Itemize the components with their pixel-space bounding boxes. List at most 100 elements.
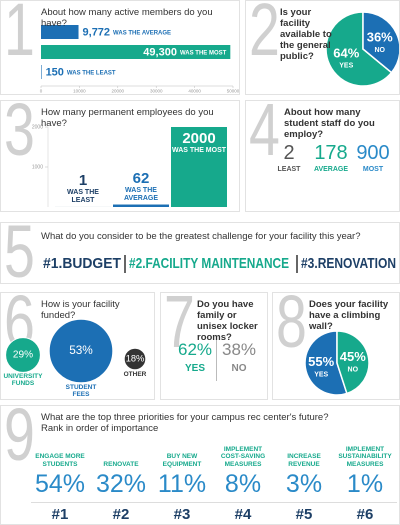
question: About how many student staff do you empl… (284, 107, 375, 140)
answer-category: YES (184, 363, 205, 374)
answer-category: NO (231, 363, 247, 374)
priority-rank: #3 (173, 506, 191, 523)
question-block: How is your facility funded? (41, 299, 153, 321)
bar-label: 150 WAS THE LEAST (46, 66, 116, 78)
bubble (5, 337, 41, 373)
slice-value: 45% (340, 349, 366, 364)
priority-rank: #1 (51, 506, 69, 523)
bubble-category: OTHER (123, 370, 147, 378)
graphic: #1.BUDGET #2.FACILITY MAINTENANCE #3.RENOV… (43, 255, 396, 273)
panel: 7 62% YES 38% NO Do you have family or unisex… (160, 292, 268, 400)
bar-label: 49,300 WAS THE MOST (143, 46, 226, 58)
question: About how many active members do you hav… (41, 7, 213, 29)
graphic: 64% YES 36% NO (325, 11, 399, 87)
caption: WAS THE LEAST (67, 188, 99, 204)
priority-category: INCREASE REVENUE (287, 453, 321, 468)
question-block: Do you have family or unisex locker room… (197, 299, 265, 343)
priority-figure: 8% (224, 470, 262, 498)
stat: 178 AVERAGE (310, 141, 352, 175)
panel: 2 64% YES 36% NO Is your facility available t… (245, 0, 400, 95)
priority-rank: #2 (112, 506, 130, 523)
slice-category: YES (314, 371, 328, 378)
priority-figure: 11% (157, 470, 207, 498)
x-tick-label: 20000 (112, 89, 125, 94)
question: Does your facility have a climbing wall? (309, 299, 389, 332)
x-tick-label: 10000 (73, 89, 86, 94)
stat-value: 178 (314, 142, 348, 164)
x-tick-label: 40000 (188, 89, 201, 94)
bubble-value: 53% (69, 343, 93, 357)
bar (41, 25, 79, 39)
bubble-value: 29% (13, 350, 33, 361)
panel: 8 55% YES 45% NO Does your facility have a cl… (272, 292, 400, 400)
graphic: 1000 2000 (32, 124, 227, 207)
section-number: 4 (249, 100, 280, 171)
bar (41, 45, 231, 59)
priority-figure: 3% (285, 470, 323, 498)
question: Is your facility available to the genera… (280, 7, 332, 62)
subtitle: Rank in order of importance (41, 423, 159, 434)
x-tick-label: 0 (40, 89, 43, 94)
question: What are the top three priorities for yo… (41, 412, 329, 423)
value-label: 9,772 (83, 26, 111, 38)
section-number: 5 (4, 222, 35, 284)
question-block: Is your facility available to the genera… (280, 7, 332, 62)
value-label: 49,300 (143, 46, 177, 58)
graphic: 55% YES 45% NO (304, 330, 370, 396)
slice-value: 36% (367, 30, 393, 45)
question: How many permanent employees do you have… (41, 107, 214, 129)
answer-figure: 38% (221, 340, 257, 359)
bar-label: 9,772 WAS THE AVERAGE (83, 26, 172, 38)
section-number: 8 (276, 292, 307, 363)
x-tick-label: 30000 (150, 89, 163, 94)
graphic: 29% 53% 18% (5, 318, 147, 384)
pie-slice (325, 11, 393, 87)
section-number: 1 (4, 0, 35, 71)
priority-category: BUY NEW EQUIPMENT (162, 453, 202, 468)
stat-category: AVERAGE (313, 166, 349, 173)
priority-category: IMPLEMENT COST-SAVING MEASURES (220, 445, 266, 468)
challenge: #2.FACILITY MAINTENANCE (129, 255, 289, 272)
slice-value: 64% (333, 45, 359, 60)
stat-category: LEAST (277, 166, 301, 173)
bubble-category: UNIVERSITY FUNDS (3, 373, 43, 388)
caption: WAS THE MOST (180, 50, 227, 56)
bar-label: 2000 WAS THE MOST (171, 131, 227, 155)
stat-category: MOST (362, 166, 384, 173)
stat: 2 LEAST (268, 141, 310, 175)
value-label: 150 (46, 66, 64, 78)
caption: WAS THE AVERAGE (113, 30, 171, 36)
question-block: Does your facility have a climbing wall? (309, 299, 397, 332)
bar (113, 204, 169, 207)
y-tick-label: 1000 (32, 164, 43, 170)
caption: WAS THE MOST (171, 147, 227, 154)
priority-category: ENGAGE MORE STUDENTS (35, 453, 85, 468)
stat-value: 900 (356, 142, 390, 164)
question: How is your facility funded? (41, 299, 120, 321)
slice-category: YES (339, 63, 353, 70)
priority-category: RENOVATE (103, 460, 139, 468)
bar (41, 65, 42, 79)
question-block: How many permanent employees do you have… (41, 107, 236, 129)
x-tick-label: 50000 (227, 89, 240, 94)
separator (216, 339, 217, 381)
stat: 900 MOST (352, 141, 394, 175)
section-number: 7 (164, 292, 195, 363)
bubble (123, 347, 147, 371)
panel: 5 #1.BUDGET #2.FACILITY MAINTENANCE #3.RENO… (0, 222, 400, 284)
priority-category: IMPLEMENT SUSTAINABILITY MEASURES (338, 445, 392, 468)
answer: 38% NO (219, 339, 259, 377)
challenge: #3.RENOVATION (301, 255, 396, 272)
priority-figure: 54% (34, 470, 86, 498)
bubble (48, 318, 114, 384)
question-block: About how many student staff do you empl… (284, 107, 396, 140)
bar-label: 1 WAS THE LEAST (55, 171, 111, 205)
pie-slice (362, 11, 399, 74)
panel: 9 ENGAGE MORE STUDENTS 54% #1 RENOVATE 32% #2 B… (0, 405, 400, 525)
question: What do you consider to be the greatest … (41, 231, 361, 242)
value: 1 (78, 171, 88, 189)
priority-rank: #6 (356, 506, 374, 523)
graphic: 0 10000 20000 30000 40000 50000 9,772 WAS THE A… (40, 25, 240, 94)
question-block: About how many active members do you hav… (41, 7, 236, 29)
